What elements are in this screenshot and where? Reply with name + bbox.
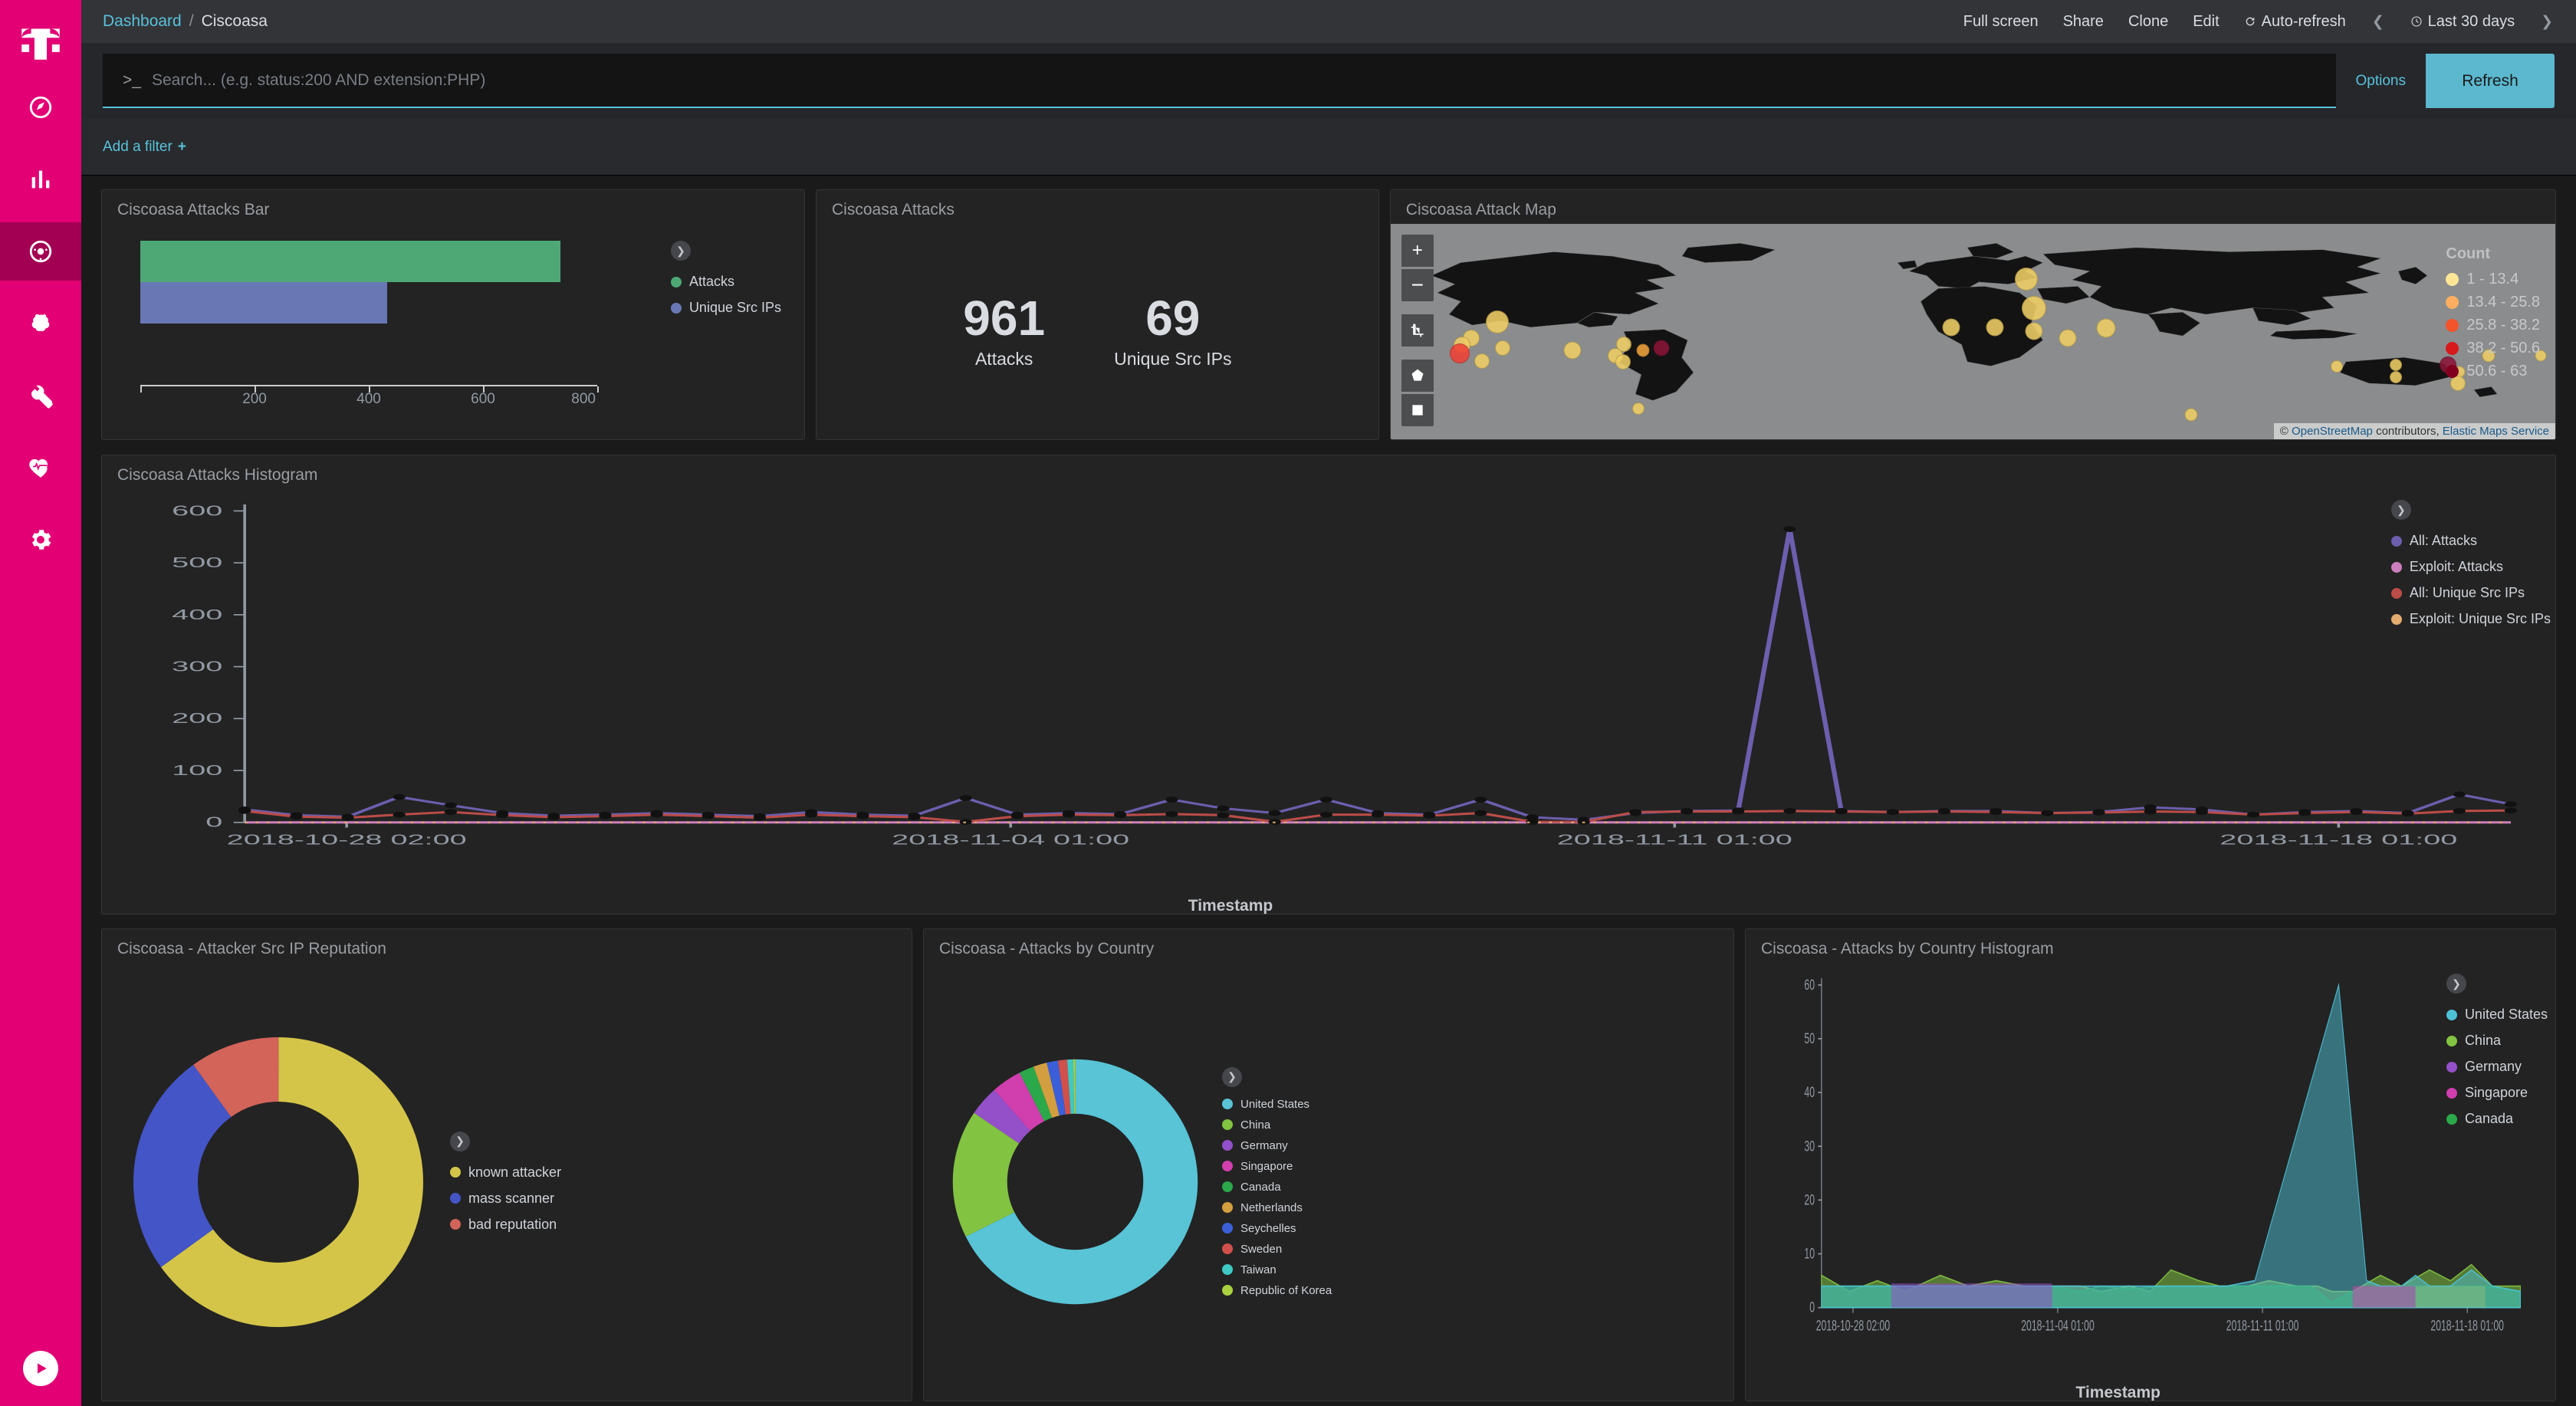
- svg-text:2018-11-04 01:00: 2018-11-04 01:00: [2021, 1318, 2095, 1334]
- svg-text:10: 10: [1804, 1246, 1815, 1262]
- svg-text:300: 300: [172, 659, 222, 675]
- svg-text:2018-10-28 02:00: 2018-10-28 02:00: [1816, 1318, 1890, 1334]
- svg-text:2018-11-11 01:00: 2018-11-11 01:00: [1557, 832, 1792, 848]
- svg-text:500: 500: [172, 554, 222, 570]
- svg-text:2018-11-18 01:00: 2018-11-18 01:00: [2430, 1318, 2504, 1334]
- svg-text:600: 600: [172, 503, 222, 519]
- svg-text:30: 30: [1804, 1138, 1815, 1155]
- svg-text:0: 0: [1809, 1299, 1815, 1316]
- svg-text:100: 100: [172, 762, 222, 778]
- svg-text:2018-11-11 01:00: 2018-11-11 01:00: [2226, 1318, 2299, 1334]
- svg-text:40: 40: [1804, 1084, 1815, 1100]
- svg-text:50: 50: [1804, 1030, 1815, 1046]
- svg-text:0: 0: [205, 814, 222, 830]
- svg-text:2018-11-18 01:00: 2018-11-18 01:00: [2220, 832, 2457, 848]
- svg-text:20: 20: [1804, 1192, 1815, 1208]
- svg-text:60: 60: [1804, 977, 1815, 993]
- svg-text:2018-11-04 01:00: 2018-11-04 01:00: [892, 832, 1129, 848]
- svg-text:200: 200: [172, 710, 222, 726]
- svg-text:2018-10-28 02:00: 2018-10-28 02:00: [227, 832, 467, 848]
- svg-text:400: 400: [172, 606, 222, 623]
